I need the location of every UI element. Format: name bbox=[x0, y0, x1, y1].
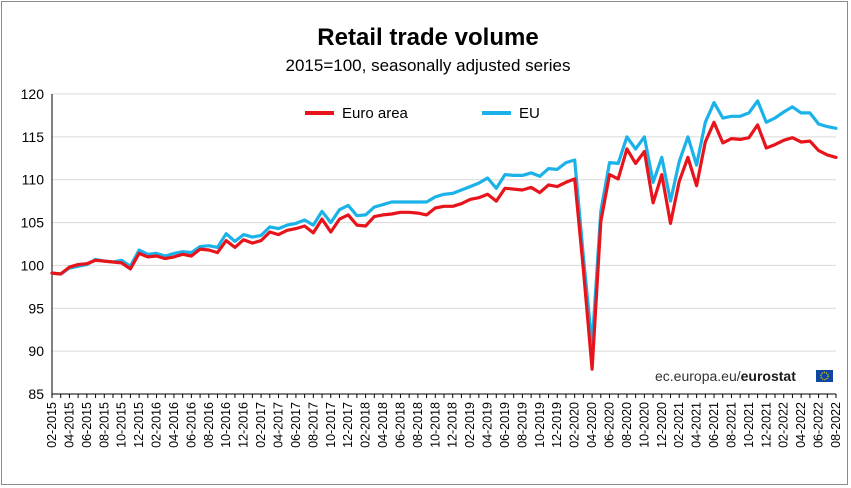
y-tick-label: 90 bbox=[28, 343, 44, 359]
y-tick-label: 105 bbox=[21, 215, 45, 231]
x-tick-label: 08-2016 bbox=[202, 402, 216, 448]
x-tick-label: 02-2022 bbox=[777, 402, 791, 448]
y-tick-label: 120 bbox=[21, 86, 45, 102]
x-tick-label: 06-2019 bbox=[498, 402, 512, 448]
legend-label-eu: EU bbox=[519, 105, 540, 122]
x-tick-label: 04-2015 bbox=[62, 402, 76, 448]
series-lines bbox=[50, 99, 838, 371]
x-tick-label: 12-2021 bbox=[759, 402, 773, 448]
x-tick-label: 08-2021 bbox=[724, 402, 738, 448]
legend: Euro area EU bbox=[305, 105, 540, 122]
x-tick-label: 02-2020 bbox=[568, 402, 582, 448]
x-tick-label: 04-2022 bbox=[794, 402, 808, 448]
x-tick-label: 02-2019 bbox=[463, 402, 477, 448]
x-tick-label: 10-2015 bbox=[115, 402, 129, 448]
x-tick-label: 10-2020 bbox=[637, 402, 651, 448]
x-tick-label: 06-2021 bbox=[707, 402, 721, 448]
x-tick-label: 10-2021 bbox=[742, 402, 756, 448]
x-tick-label: 08-2015 bbox=[97, 402, 111, 448]
y-tick-label: 85 bbox=[28, 386, 44, 402]
x-tick-label: 06-2015 bbox=[80, 402, 94, 448]
x-tick-label: 04-2017 bbox=[271, 402, 285, 448]
x-tick-label: 12-2018 bbox=[446, 402, 460, 448]
eu-flag-icon bbox=[816, 370, 833, 382]
x-tick-label: 06-2020 bbox=[603, 402, 617, 448]
x-tick-label: 06-2022 bbox=[812, 402, 826, 448]
chart-subtitle: 2015=100, seasonally adjusted series bbox=[286, 56, 571, 75]
source-text: ec.europa.eu/ bbox=[655, 368, 741, 384]
x-tick-label: 08-2017 bbox=[306, 402, 320, 448]
x-tick-label: 04-2021 bbox=[690, 402, 704, 448]
x-tick-label: 04-2020 bbox=[585, 402, 599, 448]
x-tick-label: 12-2019 bbox=[550, 402, 564, 448]
y-tick-label: 115 bbox=[22, 129, 45, 145]
y-tick-label: 100 bbox=[21, 257, 45, 273]
x-tick-label: 12-2016 bbox=[237, 402, 251, 448]
x-tick-label: 04-2019 bbox=[481, 402, 495, 448]
grid-lines bbox=[52, 93, 836, 395]
x-tick-label: 06-2016 bbox=[184, 402, 198, 448]
x-axis: 02-2015 04-2015 06-2015 08-2015 10-2015 12-20… bbox=[45, 94, 843, 448]
x-tick-label: 08-2019 bbox=[515, 402, 529, 448]
svg-text:ec.europa.eu/eurostat: ec.europa.eu/eurostat bbox=[655, 368, 796, 384]
x-tick-label: 10-2018 bbox=[428, 402, 442, 448]
x-tick-label: 12-2020 bbox=[655, 402, 669, 448]
x-tick-label: 06-2017 bbox=[289, 402, 303, 448]
x-tick-label: 12-2017 bbox=[341, 402, 355, 448]
series-line-euro-area bbox=[50, 120, 838, 371]
source-note: ec.europa.eu/eurostat bbox=[655, 368, 833, 384]
x-tick-label: 04-2018 bbox=[376, 402, 390, 448]
x-tick-label: 02-2018 bbox=[359, 402, 373, 448]
series-line-eu bbox=[50, 99, 838, 347]
x-tick-label: 10-2016 bbox=[219, 402, 233, 448]
x-tick-label: 08-2020 bbox=[620, 402, 634, 448]
x-tick-label: 06-2018 bbox=[393, 402, 407, 448]
x-tick-label: 02-2017 bbox=[254, 402, 268, 448]
legend-label-euro-area: Euro area bbox=[342, 105, 409, 122]
x-tick-label: 12-2015 bbox=[132, 402, 146, 448]
chart-title: Retail trade volume bbox=[317, 24, 538, 51]
x-tick-label: 04-2016 bbox=[167, 402, 181, 448]
x-tick-label: 08-2022 bbox=[829, 402, 843, 448]
x-tick-label: 08-2018 bbox=[411, 402, 425, 448]
x-tick-label: 10-2019 bbox=[533, 402, 547, 448]
source-brand: eurostat bbox=[741, 368, 797, 384]
y-axis-ticks: 85 90 95 100 105 110 115 120 bbox=[21, 86, 45, 402]
y-tick-label: 110 bbox=[22, 172, 45, 188]
x-tick-label: 10-2017 bbox=[324, 402, 338, 448]
y-tick-label: 95 bbox=[28, 300, 44, 316]
x-tick-label: 02-2015 bbox=[45, 402, 59, 448]
x-tick-label: 02-2016 bbox=[150, 402, 164, 448]
x-tick-label: 02-2021 bbox=[672, 402, 686, 448]
